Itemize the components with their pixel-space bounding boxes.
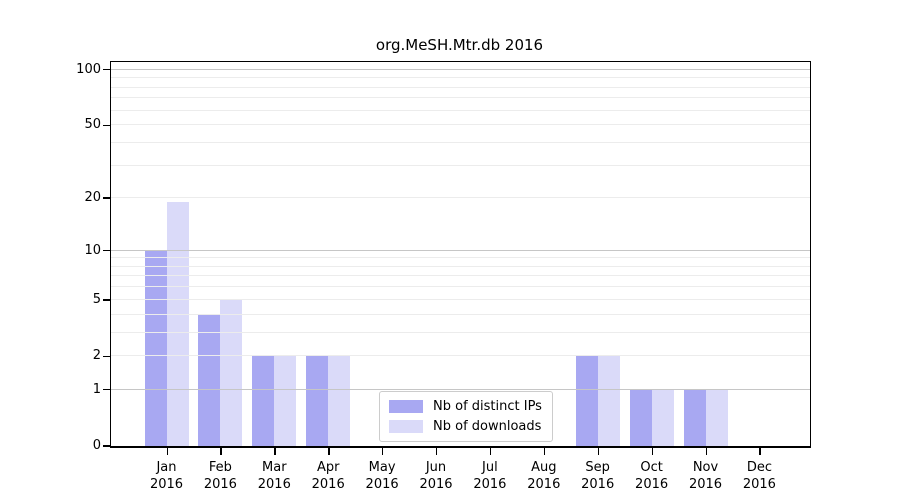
legend-swatch-downloads-icon — [389, 420, 423, 433]
gridline-minor — [111, 142, 810, 144]
x-tick-label: Feb 2016 — [203, 459, 237, 493]
x-tick-label: Oct 2016 — [635, 459, 669, 493]
gridline-minor — [111, 265, 810, 267]
y-tick-mark — [102, 388, 110, 391]
y-tick-mark — [102, 445, 110, 447]
gridline-major — [111, 68, 810, 70]
bar-distinct-ips — [629, 389, 652, 446]
bar-downloads — [220, 299, 243, 446]
x-tick-mark — [705, 448, 707, 455]
gridline-major — [111, 249, 810, 251]
x-tick-mark — [166, 448, 168, 455]
gridline-minor — [111, 286, 810, 288]
y-tick-mark — [102, 355, 110, 358]
x-tick-label: Jan 2016 — [149, 459, 184, 493]
legend: Nb of distinct IPs Nb of downloads — [379, 391, 553, 442]
x-tick-label: Mar 2016 — [257, 459, 291, 493]
x-tick-mark — [436, 448, 438, 455]
gridline-minor — [111, 77, 810, 79]
x-tick-label: Dec 2016 — [742, 459, 776, 493]
gridline-minor — [111, 275, 810, 277]
y-tick-label: 20 — [84, 189, 101, 205]
y-tick-label: 50 — [84, 117, 101, 133]
bar-distinct-ips — [683, 389, 706, 446]
x-tick-mark — [328, 448, 330, 455]
legend-label-distinct-ips: Nb of distinct IPs — [433, 399, 542, 414]
gridline-minor — [111, 165, 810, 166]
y-tick-mark — [102, 197, 110, 199]
y-tick-label: 1 — [92, 381, 101, 397]
gridline-minor — [111, 196, 810, 198]
x-tick-mark — [220, 448, 222, 455]
y-tick-label: 0 — [92, 438, 101, 453]
gridline-minor — [111, 109, 810, 111]
gridline-minor — [111, 97, 810, 99]
plot-area: Nb of distinct IPs Nb of downloads Jan 2… — [76, 61, 811, 492]
y-tick-label: 100 — [76, 61, 101, 77]
y-tick-mark — [102, 249, 110, 252]
bar-distinct-ips — [252, 356, 275, 446]
x-tick-mark — [489, 448, 492, 455]
x-tick-mark — [597, 448, 600, 455]
legend-item-downloads: Nb of downloads — [389, 419, 542, 434]
gridline-minor — [111, 86, 810, 88]
x-tick-label: Sep 2016 — [581, 459, 615, 493]
x-tick-label: Apr 2016 — [311, 459, 345, 493]
bar-distinct-ips — [575, 356, 598, 446]
bar-distinct-ips — [198, 314, 221, 446]
x-tick-mark — [543, 448, 546, 455]
bar-downloads — [597, 356, 620, 446]
y-tick-mark — [102, 299, 110, 301]
x-tick-label: Jun 2016 — [419, 459, 453, 493]
gridline-minor — [111, 124, 810, 126]
y-tick-label: 2 — [92, 348, 101, 364]
gridline-minor — [111, 298, 810, 300]
chart-title: org.MeSH.Mtr.db 2016 — [375, 36, 544, 54]
x-tick-label: May 2016 — [365, 459, 399, 493]
x-tick-label: Aug 2016 — [527, 459, 561, 493]
y-tick-label: 5 — [92, 291, 101, 307]
x-tick-mark — [274, 448, 276, 455]
bar-distinct-ips — [144, 250, 167, 446]
bar-downloads — [651, 389, 674, 446]
bar-downloads — [166, 201, 189, 446]
x-tick-label: Jul 2016 — [473, 459, 507, 493]
legend-label-downloads: Nb of downloads — [433, 419, 542, 434]
x-tick-mark — [382, 448, 384, 455]
legend-item-distinct-ips: Nb of distinct IPs — [389, 399, 542, 414]
bar-downloads — [274, 356, 297, 446]
bar-downloads — [705, 389, 728, 446]
bar-downloads — [328, 356, 351, 446]
y-tick-mark — [102, 124, 110, 127]
x-tick-mark — [651, 448, 653, 455]
gridline-minor — [111, 257, 810, 259]
y-tick-label: 10 — [84, 242, 101, 258]
y-tick-mark — [102, 69, 110, 71]
x-tick-mark — [759, 448, 761, 455]
legend-swatch-distinct-ips-icon — [389, 400, 423, 413]
bar-distinct-ips — [306, 356, 329, 446]
x-tick-label: Nov 2016 — [688, 459, 723, 493]
